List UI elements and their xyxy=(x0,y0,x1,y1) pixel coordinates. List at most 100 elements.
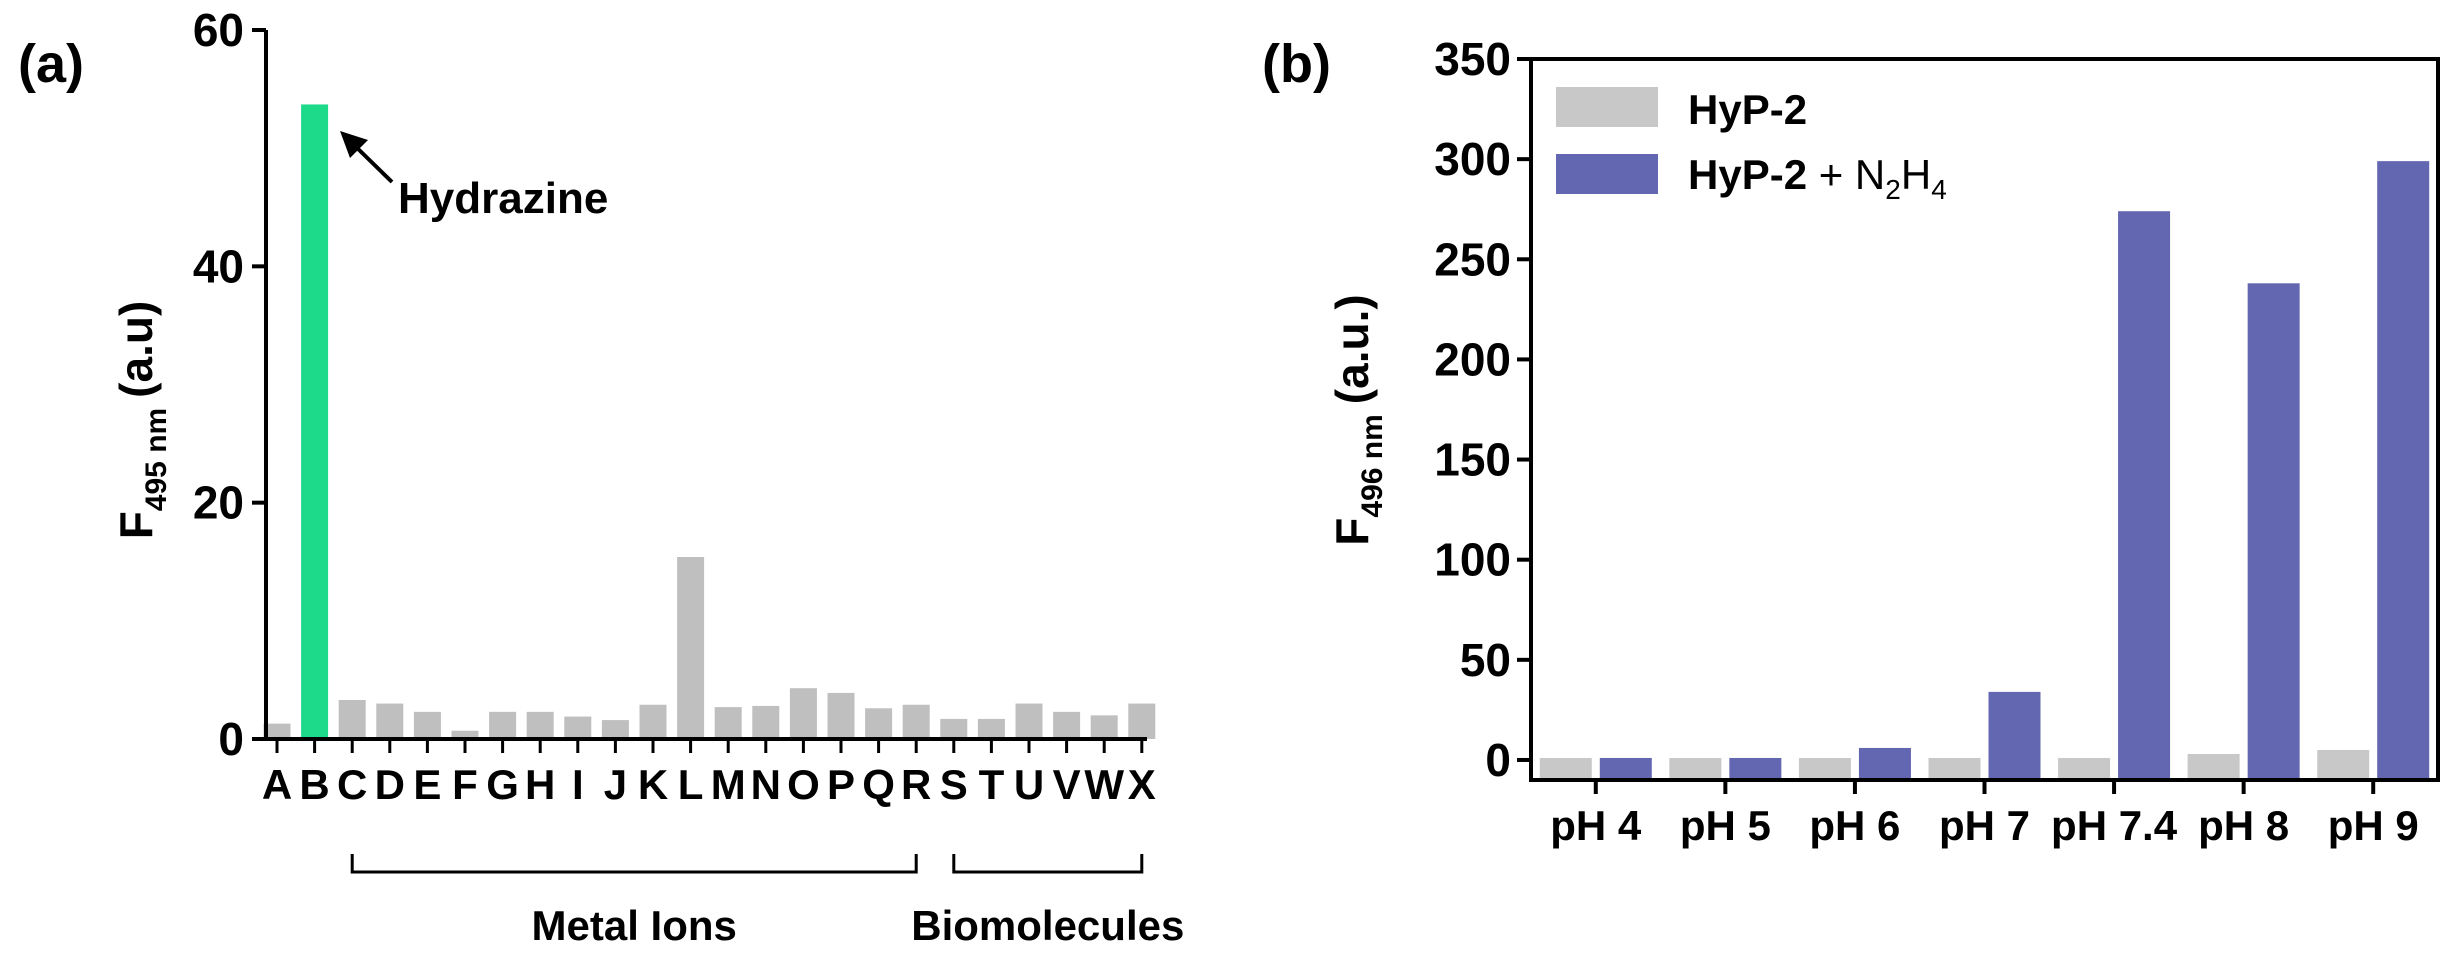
panel-a-x-tick-label: W xyxy=(1084,761,1124,808)
panel-a-groups: Metal Ions Biomolecules xyxy=(350,854,1184,949)
panel-b-y-tick-label: 50 xyxy=(1460,634,1511,686)
bar-hyp2-n2h4-pH-8 xyxy=(2247,283,2300,780)
group-bracket xyxy=(350,854,918,874)
panel-a-x-tick-label: C xyxy=(337,761,367,808)
panel-a-x-tick-label: R xyxy=(901,761,931,808)
panel-a-annotation: Hydrazine xyxy=(340,131,608,223)
panel-a-axes xyxy=(264,30,1147,741)
panel-a-x-tick-label: M xyxy=(711,761,746,808)
panel-a-y-axis-label-sub: 495 nm xyxy=(140,408,173,511)
bar-X xyxy=(1128,703,1156,739)
panel-b-y-tick-label: 200 xyxy=(1434,333,1511,385)
legend-swatch-hyp2-n2h4 xyxy=(1556,154,1658,194)
panel-a-bars xyxy=(263,104,1156,739)
panel-a-x-tick-label: U xyxy=(1014,761,1044,808)
panel-a-x-tick-label: Q xyxy=(862,761,895,808)
panel-b-x-tick-label: pH 5 xyxy=(1680,802,1771,849)
panel-b-y-tick-label: 300 xyxy=(1434,133,1511,185)
panel-b-x-tick-label: pH 7.4 xyxy=(2051,802,2178,849)
bar-hyp2-n2h4-pH-6 xyxy=(1858,747,1911,780)
panel-a-y-axis-label-main: F xyxy=(110,511,162,539)
bar-hyp2-n2h4-pH-5 xyxy=(1729,757,1782,780)
panel-a-y-ticks: 0 20 40 60 xyxy=(193,4,266,765)
bar-O xyxy=(789,688,817,739)
bar-P xyxy=(827,692,855,739)
bar-B xyxy=(301,104,329,739)
group-label: Metal Ions xyxy=(532,902,737,949)
panel-a-x-tick-label: X xyxy=(1128,761,1156,808)
legend-label-bold: HyP-2 xyxy=(1688,151,1807,198)
bar-M xyxy=(714,707,742,739)
bar-L xyxy=(677,557,705,739)
panel-b-y-tick-label: 350 xyxy=(1434,33,1511,85)
legend-label-h: H xyxy=(1901,151,1931,198)
legend-label-hyp2-bold: HyP-2 xyxy=(1688,86,1807,133)
bar-W xyxy=(1090,715,1118,739)
bar-hyp2-pH-8 xyxy=(2187,753,2240,780)
bar-S xyxy=(940,718,968,739)
bar-hyp2-n2h4-pH-7 xyxy=(1988,691,2041,780)
panel-a-y-tick-label: 20 xyxy=(193,477,244,529)
panel-b-frame xyxy=(1529,57,2440,782)
bar-hyp2-pH-7 xyxy=(1928,757,1981,780)
panel-a-y-tick-label: 40 xyxy=(193,240,244,292)
panel-a-x-tick-label: I xyxy=(572,761,584,808)
panel-a-x-tick-label: K xyxy=(638,761,668,808)
panel-b-y-tick-label: 250 xyxy=(1434,233,1511,285)
panel-a-x-tick-label: D xyxy=(375,761,405,808)
panel-a-x-tick-label: F xyxy=(452,761,478,808)
bar-hyp2-pH-5 xyxy=(1669,757,1722,780)
group-bracket xyxy=(952,854,1144,874)
panel-b-label: (b) xyxy=(1262,34,1331,94)
group-label: Biomolecules xyxy=(911,902,1184,949)
panel-a-x-tick-label: V xyxy=(1053,761,1081,808)
bar-hyp2-pH-4 xyxy=(1539,757,1592,780)
legend-label-hyp2-n2h4: HyP-2 + N2H4 xyxy=(1688,151,1947,205)
bar-E xyxy=(413,711,441,739)
panel-b-legend: HyP-2 HyP-2 + N2H4 xyxy=(1556,86,1947,205)
panel-b-x-tick-label: pH 6 xyxy=(1809,802,1900,849)
bar-hyp2-n2h4-pH-4 xyxy=(1599,757,1652,780)
bar-I xyxy=(564,716,592,739)
bar-T xyxy=(977,718,1005,739)
bar-H xyxy=(526,711,554,739)
panel-b: (b) F496 nm(a.u.) 050100150200250300350 … xyxy=(1262,33,2440,849)
panel-a-x-tick-label: T xyxy=(979,761,1005,808)
panel-b-y-tick-label: 100 xyxy=(1434,534,1511,586)
panel-a-x-tick-label: P xyxy=(827,761,855,808)
panel-a-x-tick-label: N xyxy=(751,761,781,808)
panel-a-label: (a) xyxy=(18,34,84,94)
legend-label-plus: + N xyxy=(1807,151,1885,198)
panel-b-x-ticks: pH 4 pH 5 pH 6 pH 7 pH 7.4 pH 8 pH 9 xyxy=(1550,780,2419,849)
panel-a-y-tick-label: 0 xyxy=(218,713,244,765)
bar-hyp2-n2h4-pH-7_4 xyxy=(2118,211,2171,780)
panel-b-y-axis-label-unit: (a.u.) xyxy=(1326,294,1378,404)
panel-a-y-axis-label-unit: (a.u) xyxy=(110,301,162,398)
panel-b-x-tick-label: pH 8 xyxy=(2198,802,2289,849)
panel-a-x-tick-label: O xyxy=(787,761,820,808)
bar-Q xyxy=(865,708,893,739)
panel-a-x-tick-label: S xyxy=(940,761,968,808)
bar-U xyxy=(1015,703,1043,739)
panel-a-y-tick-label: 60 xyxy=(193,4,244,56)
panel-b-axes xyxy=(1529,57,2440,782)
bar-D xyxy=(376,703,404,739)
bar-V xyxy=(1053,711,1081,739)
panel-b-x-tick-label: pH 9 xyxy=(2328,802,2419,849)
hydrazine-arrow xyxy=(350,141,394,184)
bar-hyp2-n2h4-pH-9 xyxy=(2377,161,2430,780)
legend-label-sub1: 2 xyxy=(1885,174,1901,205)
bar-R xyxy=(902,704,930,739)
panel-a-x-tick-label: H xyxy=(525,761,555,808)
panel-a-y-axis-label: F495 nm (a.u) xyxy=(110,301,173,540)
panel-b-y-axis-label: F496 nm (a.u.) xyxy=(1326,294,1389,545)
panel-a-x-tick-label: E xyxy=(413,761,441,808)
panel-a-x-tick-label: A xyxy=(262,761,292,808)
panel-b-x-tick-label: pH 4 xyxy=(1550,802,1642,849)
bar-C xyxy=(338,700,366,739)
panel-b-x-tick-label: pH 7 xyxy=(1939,802,2030,849)
bar-F xyxy=(451,730,479,739)
bar-hyp2-pH-7_4 xyxy=(2058,757,2111,780)
